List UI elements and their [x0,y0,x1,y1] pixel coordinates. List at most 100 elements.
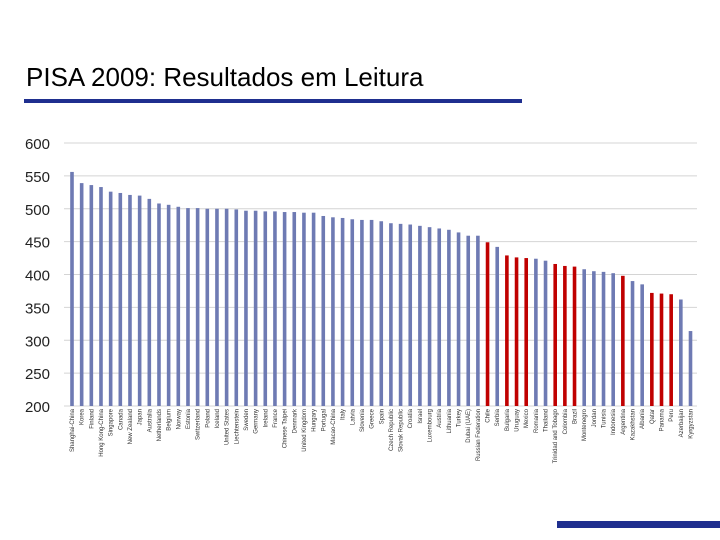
bar-serbia [495,246,500,406]
x-category-label: Indonesia [611,408,617,435]
bar-luxembourg [427,227,432,406]
bar-australia [147,198,152,406]
x-category-label: Latvia [350,408,356,425]
x-category-label: Hungary [312,409,318,432]
x-category-label: Ireland [263,409,269,427]
x-category-label: Turkey [457,409,463,427]
bar-russian-federation [476,235,480,406]
x-category-label: Chile [486,408,492,422]
bar-qatar [650,292,654,406]
bar-united-kingdom [302,212,306,406]
x-category-label: Mexico [524,408,530,428]
x-category-label: Hong Kong-China [99,408,105,456]
x-category-label: Albania [640,408,646,429]
x-category-label: Argentina [621,408,627,434]
bar-singapore [108,191,113,406]
x-category-label: Czech Republic [389,409,395,451]
x-category-label: Sweden [244,409,250,431]
x-category-label: Norway [176,409,182,429]
x-category-label: Greece [370,408,376,428]
x-category-label: Luxembourg [428,409,434,442]
y-tick-label: 450 [25,235,50,252]
x-category-label: Australia [147,408,153,432]
bar-belgium [166,204,171,406]
bar-denmark [292,212,297,406]
bar-ireland [263,211,268,406]
bar-macao-china [331,217,335,406]
bar-france [273,211,277,406]
x-category-label: United States [225,409,231,445]
y-tick-label: 350 [25,300,50,317]
y-tick-label: 200 [25,399,50,416]
x-category-label: France [273,408,279,427]
bar-liechtenstein [234,209,239,406]
x-category-label: Iceland [215,409,221,428]
x-category-label: Croatia [408,408,414,428]
x-category-label: Germany [254,409,260,434]
x-category-label: Azerbaijan [679,409,685,437]
bar-chinese-taipei [282,212,287,406]
x-category-label: Spain [379,409,385,424]
x-category-label: Portugal [321,409,327,431]
x-category-label: Serbia [495,408,501,426]
y-tick-label: 600 [25,136,50,153]
x-category-label: Singapore [109,408,115,436]
bar-colombia [563,265,567,406]
x-category-label: Jordan [592,409,598,427]
bar-chile [485,242,490,406]
x-category-label: Liechtenstein [234,409,240,444]
bar-united-states [224,208,229,406]
bar-slovenia [360,219,364,406]
x-category-label: Panama [660,408,666,431]
x-category-label: Tunisia [602,408,608,428]
bar-switzerland [195,208,200,406]
bar-finland [89,185,94,406]
x-category-label: Lithuania [447,408,453,433]
x-category-label: Netherlands [157,409,163,441]
bar-japan [137,195,142,406]
x-category-label: Shanghai-China [70,408,76,452]
bar-korea [79,183,84,406]
x-category-label: Trinidad and Tobago [553,408,559,463]
bar-panama [659,293,664,406]
y-tick-label: 550 [25,169,50,186]
x-category-label: Israel [418,409,424,424]
slide-title: PISA 2009: Resultados em Leitura [26,62,424,92]
bar-poland [205,208,210,406]
bar-kazakhstan [630,281,635,406]
bar-shanghai-china [70,171,74,406]
bar-czech-republic [389,223,393,406]
x-category-label: Italy [341,409,347,420]
x-category-label: Switzerland [196,409,202,440]
bar-netherlands [157,203,161,406]
bar-estonia [186,208,190,406]
bar-germany [253,210,258,406]
x-category-label: New Zealand [128,409,134,444]
x-category-label: Austria [437,408,443,427]
bar-mexico [524,258,529,406]
x-category-label: Uruguay [515,409,521,432]
bar-romania [534,258,538,406]
x-category-label: Korea [80,408,86,425]
bar-jordan [592,271,596,406]
bar-greece [369,219,374,406]
bar-bulgaria [505,255,509,406]
bar-austria [437,228,442,406]
bars [70,171,693,406]
bar-argentina [621,275,625,406]
y-tick-label: 300 [25,333,50,350]
x-category-label: Montenegro [582,408,588,441]
bar-dubai-uae [466,235,471,406]
x-category-label: Macao-China [331,408,337,444]
x-category-label: Denmark [292,408,298,433]
bar-latvia [350,219,355,406]
x-category-label: Colombia [563,408,569,434]
x-category-label: Japan [138,409,144,425]
bar-tunisia [601,271,606,406]
y-tick-label: 400 [25,268,50,285]
bar-hong-kong-china [99,187,103,406]
x-category-label: Kazakhstan [631,409,637,440]
bar-canada [118,192,123,406]
bar-peru [669,294,673,406]
y-tick-label: 500 [25,202,50,219]
